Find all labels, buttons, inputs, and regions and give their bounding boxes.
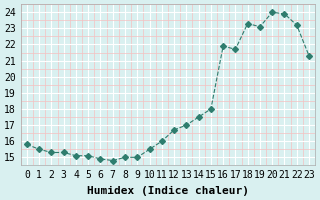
X-axis label: Humidex (Indice chaleur): Humidex (Indice chaleur) (87, 186, 249, 196)
